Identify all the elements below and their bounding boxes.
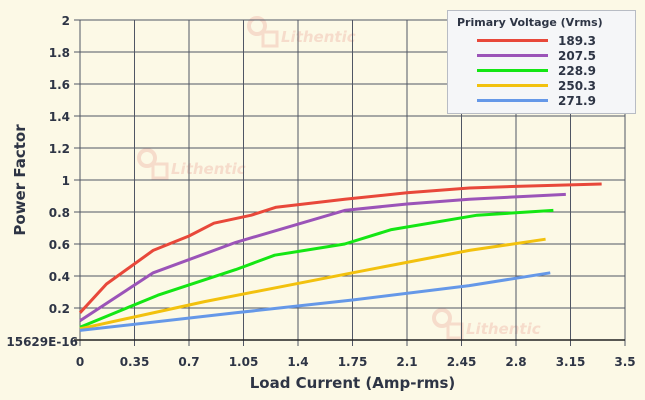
legend-swatch bbox=[477, 54, 548, 57]
series-228.9 bbox=[79, 208, 554, 329]
legend-item: 228.9 bbox=[477, 63, 635, 78]
x-tick-label: 2.45 bbox=[447, 355, 477, 369]
x-tick-label: 3.5 bbox=[614, 355, 635, 369]
legend: Primary Voltage (Vrms) 189.3 207.5 228.9 25… bbox=[447, 10, 636, 114]
x-tick-label: 0.7 bbox=[178, 355, 199, 369]
y-tick-label: 2 bbox=[62, 14, 70, 28]
watermark-logo-icon bbox=[151, 162, 169, 180]
y-tick-label: 0.6 bbox=[49, 238, 70, 252]
series-line bbox=[79, 208, 554, 329]
y-tick-label: 1.8 bbox=[49, 46, 70, 60]
legend-label: 207.5 bbox=[558, 48, 596, 63]
x-tick-label: 1.05 bbox=[229, 355, 259, 369]
y-tick-label: 0.8 bbox=[49, 206, 70, 220]
legend-swatch bbox=[477, 69, 548, 72]
legend-item: 207.5 bbox=[477, 48, 635, 63]
x-tick-label: 3.15 bbox=[556, 355, 586, 369]
series-250.3 bbox=[79, 237, 546, 331]
series-207.5 bbox=[79, 192, 566, 323]
watermark-text: Lithentic bbox=[281, 28, 356, 46]
y-tick-label: 1.2 bbox=[49, 142, 70, 156]
watermark-logo-icon bbox=[247, 16, 267, 36]
x-tick-label: 0.35 bbox=[120, 355, 150, 369]
y-tick-label: 1 bbox=[62, 174, 70, 188]
y-tick-label: 1.6 bbox=[49, 78, 70, 92]
y-axis-label: Power Factor bbox=[11, 124, 29, 236]
legend-label: 271.9 bbox=[558, 93, 596, 108]
series-271.9 bbox=[79, 271, 551, 332]
legend-swatch bbox=[477, 84, 548, 87]
legend-title: Primary Voltage (Vrms) bbox=[457, 16, 603, 29]
y-tick-label: 15629E-16 bbox=[6, 335, 78, 349]
legend-item: 189.3 bbox=[477, 33, 635, 48]
y-tick-label: 0.4 bbox=[49, 270, 70, 284]
legend-label: 250.3 bbox=[558, 78, 596, 93]
x-tick-label: 2.1 bbox=[396, 355, 417, 369]
watermark-logo-icon bbox=[446, 322, 464, 340]
legend-swatch bbox=[477, 39, 548, 42]
x-tick-label: 1.4 bbox=[287, 355, 308, 369]
legend-item: 250.3 bbox=[477, 78, 635, 93]
x-tick-label: 0 bbox=[76, 355, 84, 369]
legend-label: 189.3 bbox=[558, 33, 596, 48]
series-line bbox=[78, 182, 602, 314]
y-tick-label: 0.2 bbox=[49, 302, 70, 316]
legend-item: 271.9 bbox=[477, 93, 635, 108]
legend-swatch bbox=[477, 99, 548, 102]
legend-label: 228.9 bbox=[558, 63, 596, 78]
watermark-logo-icon bbox=[261, 30, 279, 48]
x-tick-label: 2.8 bbox=[505, 355, 526, 369]
series-line bbox=[79, 192, 566, 323]
watermark-logo-icon bbox=[432, 308, 452, 328]
watermark-text: Lithentic bbox=[466, 320, 541, 338]
watermark-text: Lithentic bbox=[171, 160, 246, 178]
x-axis-label: Load Current (Amp-rms) bbox=[250, 374, 456, 392]
y-tick-label: 1.4 bbox=[49, 110, 70, 124]
x-tick-label: 1.75 bbox=[338, 355, 368, 369]
watermark-logo-icon bbox=[137, 148, 157, 168]
series-189.3 bbox=[78, 182, 602, 314]
